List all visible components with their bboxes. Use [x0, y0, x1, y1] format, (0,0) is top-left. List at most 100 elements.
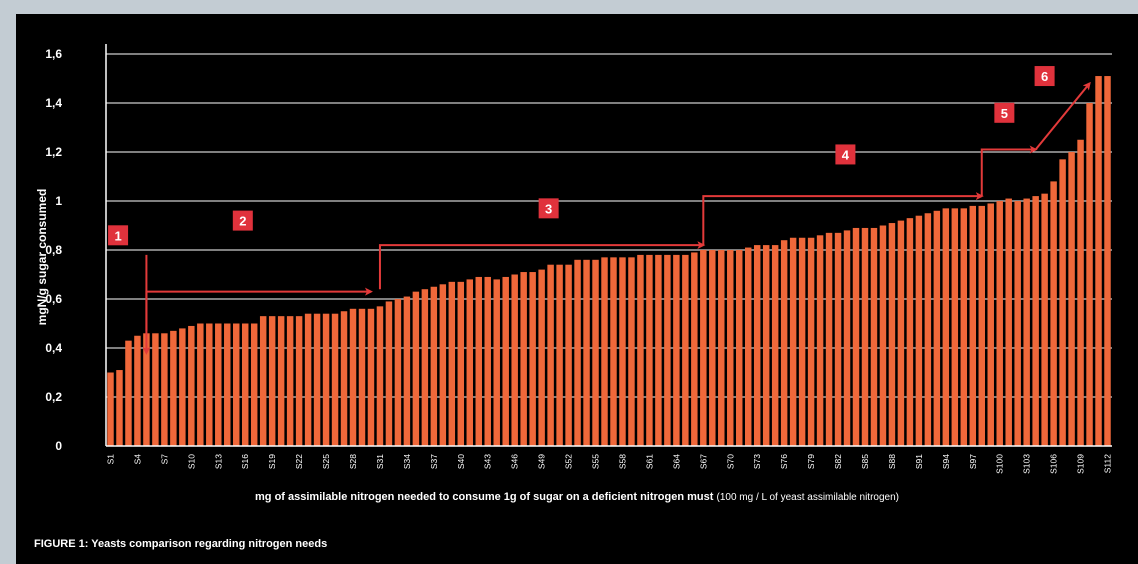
bar-S71 [736, 250, 743, 446]
figure-caption: FIGURE 1: Yeasts comparison regarding ni… [34, 538, 328, 550]
bar-S62 [655, 254, 662, 446]
x-tick-label: S100 [995, 454, 1005, 474]
bar-S106 [1050, 181, 1057, 446]
y-tick-label: 1,2 [45, 145, 62, 159]
x-tick-label: S55 [591, 454, 601, 469]
bar-S52 [565, 264, 572, 446]
y-tick-label: 1 [55, 194, 62, 208]
bar-S37 [430, 286, 438, 446]
bar-S72 [744, 247, 752, 446]
bar-S19 [268, 316, 276, 446]
bar-S73 [753, 245, 761, 446]
y-tick-label: 0 [55, 439, 62, 453]
x-tick-label: S82 [833, 454, 843, 469]
x-axis-label: mg of assimilable nitrogen needed to con… [16, 491, 1138, 503]
x-tick-label: S22 [294, 454, 304, 469]
bar-S33 [394, 299, 402, 446]
x-tick-label: S37 [429, 454, 439, 469]
bar-S97 [969, 205, 977, 446]
x-axis-label-note: (100 mg / L of yeast assimilable nitroge… [716, 492, 899, 503]
bar-S3 [125, 340, 132, 446]
phase-label-6: 6 [1041, 69, 1048, 84]
bar-S42 [475, 276, 482, 446]
bar-S101 [1005, 198, 1012, 446]
x-tick-label: S91 [914, 454, 924, 469]
bar-S16 [241, 323, 249, 446]
bar-S18 [259, 316, 267, 446]
phase-arrow-6 [1034, 81, 1091, 151]
y-axis-label: mgN/g sugar consumed [35, 189, 49, 326]
bar-S94 [942, 208, 950, 446]
x-tick-label: S109 [1076, 454, 1086, 474]
bar-S12 [206, 323, 213, 446]
bar-S41 [466, 279, 474, 446]
x-tick-label: S103 [1022, 454, 1032, 474]
bar-S91 [915, 215, 923, 446]
bar-S36 [421, 289, 429, 446]
x-tick-label: S10 [186, 454, 196, 469]
bar-S2 [116, 370, 123, 446]
bar-S48 [529, 272, 536, 446]
bar-S15 [233, 323, 240, 446]
bar-S109 [1077, 139, 1084, 446]
bar-S47 [520, 272, 527, 446]
x-tick-label: S58 [617, 454, 627, 469]
phase-label-box-3 [538, 198, 559, 219]
bar-S99 [987, 203, 994, 446]
bar-S38 [439, 284, 447, 446]
bar-S112 [1104, 76, 1111, 447]
bar-S39 [448, 281, 456, 446]
bar-S5 [143, 333, 150, 446]
bar-S45 [502, 276, 509, 446]
bar-S11 [197, 323, 204, 446]
bar-S96 [960, 208, 968, 446]
bar-S95 [951, 208, 959, 446]
bar-S29 [358, 308, 366, 446]
x-tick-label: S13 [213, 454, 223, 469]
bar-S25 [322, 313, 330, 446]
bar-S74 [762, 245, 770, 446]
bar-S28 [349, 308, 357, 446]
bar-S58 [619, 257, 626, 446]
y-tick-label: 0,2 [45, 390, 62, 404]
bar-S10 [188, 325, 195, 446]
bar-S87 [879, 225, 887, 446]
bar-S40 [457, 281, 465, 446]
bar-S13 [215, 323, 222, 446]
bar-S100 [996, 201, 1003, 446]
bar-S51 [556, 264, 563, 446]
phase-label-3: 3 [545, 201, 552, 216]
bar-S68 [709, 250, 716, 446]
bar-S54 [583, 259, 590, 446]
x-tick-label: S19 [267, 454, 277, 469]
y-tick-label: 0,6 [45, 292, 62, 306]
y-tick-label: 0,8 [45, 243, 62, 257]
bar-S22 [295, 316, 303, 446]
x-tick-label: S43 [483, 454, 493, 469]
bar-S90 [906, 218, 914, 446]
bar-S80 [816, 235, 824, 446]
x-tick-label: S31 [375, 454, 385, 469]
bar-S44 [493, 279, 500, 446]
x-tick-label: S106 [1049, 454, 1059, 474]
tick-labels: 0 0,2 0,4 0,6 0,8 1 1,2 1,4 1,6 S1 S4 S7 S10 S13 S16 S1… [45, 47, 1112, 474]
bar-S50 [547, 264, 554, 446]
bar-S6 [152, 333, 159, 446]
bars [107, 76, 1111, 447]
bar-S31 [376, 306, 384, 446]
bar-S105 [1041, 193, 1048, 446]
bar-S93 [933, 210, 941, 446]
phase-annotations: 1 2 3 4 5 6 [108, 66, 1091, 355]
phase-label-box-5 [994, 102, 1015, 123]
phase-arrow-3 [378, 241, 706, 290]
bar-S24 [313, 313, 321, 446]
bar-S82 [834, 232, 842, 446]
phase-label-1: 1 [114, 228, 121, 243]
bar-S107 [1059, 159, 1066, 446]
y-tick-label: 0,4 [45, 341, 62, 355]
bar-S30 [367, 308, 375, 446]
x-tick-label: S70 [725, 454, 735, 469]
bar-S23 [304, 313, 312, 446]
bar-S43 [484, 276, 491, 446]
bar-S67 [700, 250, 707, 446]
